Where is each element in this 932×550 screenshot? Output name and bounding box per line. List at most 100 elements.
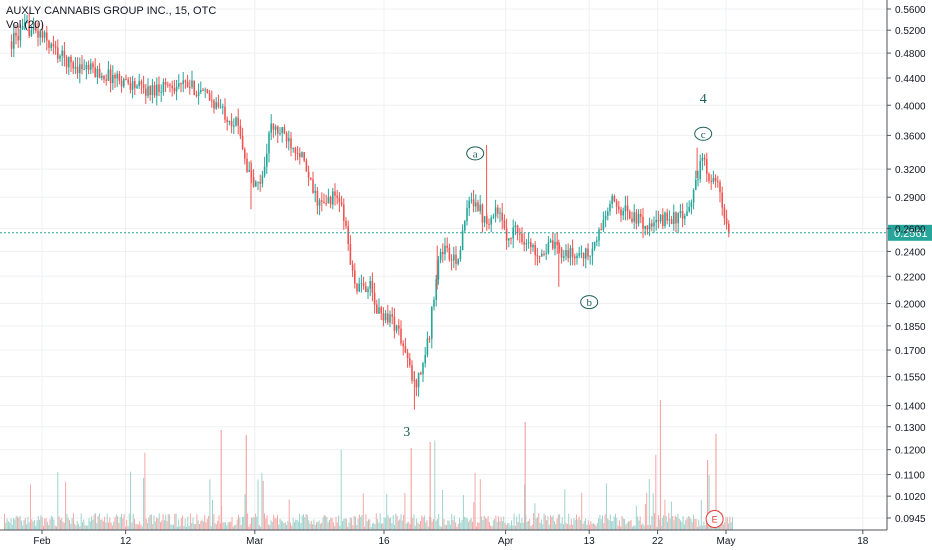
candle-body [692, 189, 695, 203]
volume-bar [13, 518, 15, 530]
volume-bar [633, 525, 635, 530]
volume-bar [118, 522, 120, 530]
candle-body [334, 191, 336, 196]
candle-body [261, 175, 264, 184]
volume-bar [444, 524, 446, 530]
volume-bar [728, 523, 730, 530]
volume-bar [526, 521, 528, 530]
y-tick-label: 0.4000 [895, 101, 926, 112]
volume-bar [231, 517, 233, 530]
volume-bar [65, 481, 67, 530]
volume-bar [401, 520, 403, 530]
volume-bar [195, 523, 197, 530]
volume-bar [547, 516, 549, 530]
volume-bar [141, 526, 143, 530]
volume-bar [585, 518, 587, 530]
volume-bar [273, 514, 275, 530]
candle-body [444, 245, 446, 255]
volume-bar [209, 479, 211, 530]
x-tick-label: Feb [33, 536, 51, 547]
volume-legend[interactable]: Vol (20) [6, 19, 44, 31]
volume-bar [232, 526, 234, 530]
volume-bar [654, 513, 655, 530]
candle-body [677, 213, 679, 224]
volume-bar [459, 517, 460, 530]
volume-bar [247, 513, 249, 530]
candle-body [299, 153, 301, 158]
volume-bar [83, 519, 85, 530]
candle-body [369, 280, 371, 289]
candle-body [439, 252, 442, 261]
volume-bar [582, 523, 584, 530]
candle-body [633, 212, 635, 222]
volume-bar [336, 522, 338, 530]
candle-body [587, 248, 589, 257]
volume-bar [148, 517, 150, 530]
candle-body [70, 56, 72, 63]
candle-body [651, 223, 653, 227]
volume-bar [342, 521, 343, 530]
candle-body [527, 242, 530, 244]
volume-bar [200, 521, 202, 530]
candle-body [657, 219, 660, 222]
volume-bar [131, 522, 133, 530]
candle-body [508, 238, 510, 241]
volume-bar [390, 517, 392, 530]
volume-bar [121, 513, 122, 530]
candle-body [435, 279, 437, 300]
volume-bar [39, 519, 41, 530]
candle-body [98, 68, 101, 78]
volume-bar [72, 513, 74, 530]
volume-bar [483, 515, 485, 530]
volume-bar [400, 514, 402, 530]
candle-body [340, 202, 343, 205]
candle-body [147, 86, 149, 96]
volume-bar [253, 517, 255, 530]
candle-body [156, 84, 158, 96]
candle-body [307, 171, 310, 178]
volume-bar [262, 480, 264, 530]
volume-bar [396, 515, 398, 530]
volume-bar [600, 519, 602, 530]
candle-body [721, 192, 723, 208]
volume-bar [485, 517, 486, 530]
candle-body [402, 343, 404, 347]
volume-bar [573, 518, 575, 530]
symbol-legend[interactable]: AUXLY CANNABIS GROUP INC., 15, OTC [6, 5, 217, 17]
volume-bar [351, 518, 353, 530]
volume-bar [187, 516, 189, 530]
volume-bar [700, 499, 702, 530]
candle-body [279, 133, 281, 135]
candle-body [571, 248, 574, 257]
time-axis[interactable]: Feb 12 Mar 16 Apr 13 22 May 18 [0, 529, 887, 547]
volume-bar [456, 526, 458, 530]
candle-body [296, 153, 299, 155]
candle-body [219, 106, 222, 108]
volume-bar [63, 522, 65, 530]
candle-body [281, 127, 283, 134]
candle-body [351, 264, 354, 271]
candle-body [431, 306, 433, 339]
volume-bar [587, 520, 589, 530]
candle-body [494, 207, 497, 217]
volume-bar [280, 520, 282, 530]
y-tick-label: 0.2600 [895, 224, 926, 235]
candle-body [37, 30, 39, 38]
volume-bar [730, 522, 732, 530]
candle-body [41, 31, 44, 38]
candle-body [30, 29, 33, 37]
volume-bar [416, 518, 418, 530]
candle-body [653, 222, 655, 227]
volume-bar [85, 525, 87, 530]
volume-bar [644, 503, 646, 530]
x-tick-label: 22 [652, 536, 664, 547]
volume-bar [433, 519, 434, 530]
volume-bar [672, 515, 674, 530]
price-axis[interactable]: 0.5600 0.5200 0.4800 0.4400 0.4000 0.3600 0.32… [886, 0, 926, 530]
volume-bar [235, 524, 237, 530]
volume-bar [288, 499, 290, 530]
candle-body [237, 117, 239, 126]
volume-bar [387, 515, 389, 530]
volume-bar [418, 524, 420, 530]
